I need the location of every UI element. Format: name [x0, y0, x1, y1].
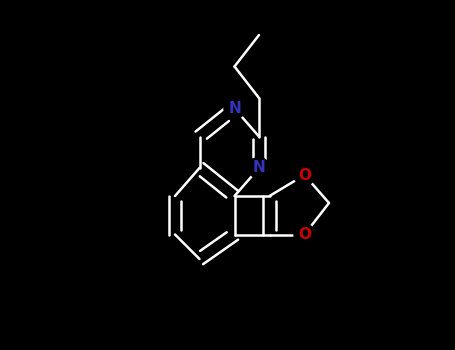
Circle shape — [294, 224, 315, 245]
Text: O: O — [298, 227, 311, 242]
Text: O: O — [298, 168, 311, 182]
Circle shape — [294, 164, 315, 186]
Circle shape — [248, 158, 269, 178]
Text: N: N — [253, 161, 265, 175]
Circle shape — [224, 98, 245, 119]
Text: N: N — [228, 101, 241, 116]
